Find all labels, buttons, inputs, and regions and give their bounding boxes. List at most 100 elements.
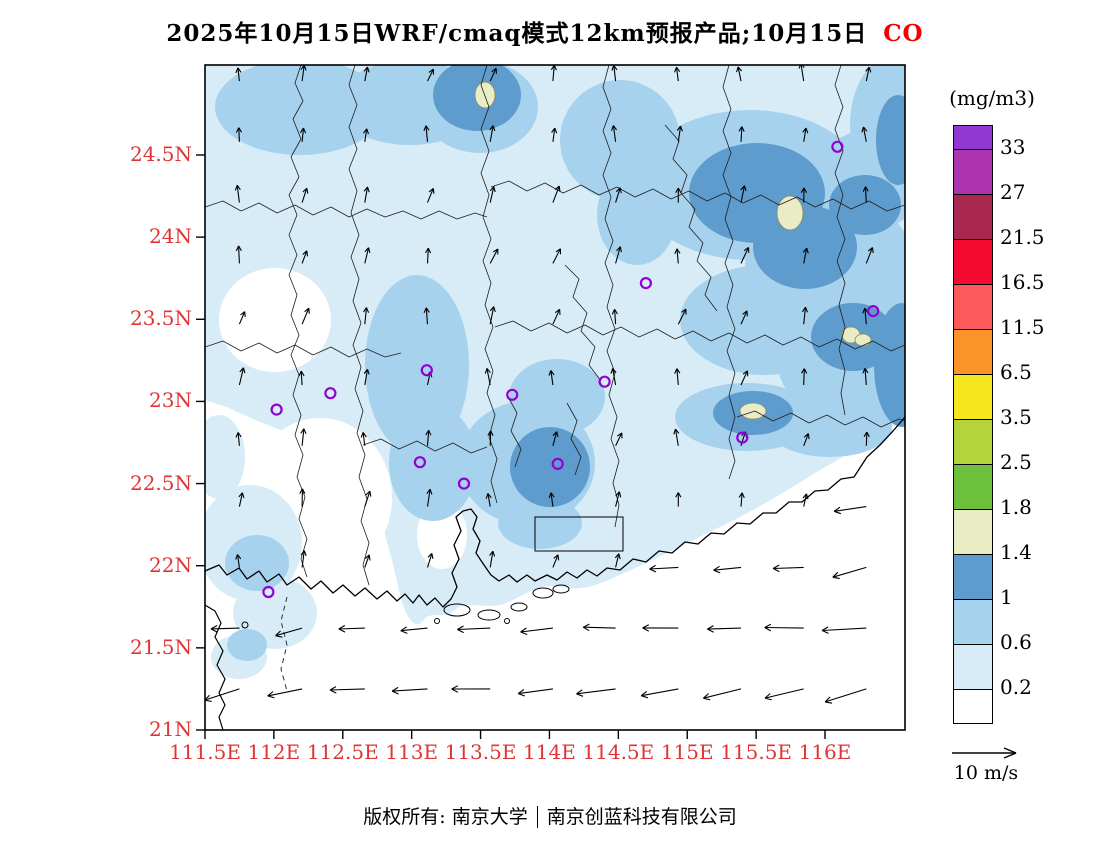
coastline-southwest: [205, 604, 226, 730]
wind-arrow: [363, 307, 370, 325]
wind-arrow: [865, 247, 874, 264]
lat-label: 21N: [149, 717, 192, 741]
wind-arrow: [738, 126, 745, 142]
wind-arrow: [363, 186, 370, 203]
city-marker: [324, 387, 337, 400]
colorbar-segment: [954, 464, 992, 509]
colorbar-segment: [954, 644, 992, 689]
colorbar-value-label: 6.5: [1000, 360, 1032, 384]
lon-label: 112E: [247, 740, 301, 764]
coastline: [205, 416, 905, 608]
wind-arrow: [426, 488, 433, 507]
lon-label: 113.5E: [444, 740, 517, 764]
wind-arrow: [234, 184, 241, 203]
wind-arrow: [640, 688, 679, 699]
wind-arrow: [821, 626, 867, 634]
colorbar-value-label: 1: [1000, 585, 1013, 609]
wind-arrow: [210, 625, 240, 633]
wind-arrow: [802, 493, 809, 507]
wind-arrow: [772, 564, 804, 573]
lat-label: 22N: [149, 552, 192, 577]
colorbar-segment: [954, 509, 992, 554]
colorbar-segment: [954, 239, 992, 284]
wind-arrow: [673, 66, 681, 82]
lat-label: 24.5N: [129, 141, 192, 166]
wind-arrow: [674, 368, 681, 386]
lon-label: 111.5E: [169, 740, 241, 764]
copyright-footer: 版权所有: 南京大学 南京创蓝科技有限公司: [0, 802, 1100, 829]
lon-label: 113E: [385, 740, 439, 764]
wind-arrow: [235, 432, 242, 446]
wind-arrow: [707, 625, 742, 633]
wind-arrow: [423, 307, 430, 325]
wind-arrow: [738, 492, 745, 507]
wind-arrow: [517, 688, 553, 697]
lon-label: 116E: [798, 740, 852, 764]
wind-arrow: [426, 553, 434, 568]
wind-arrow: [362, 128, 370, 142]
dashed-boundary: [280, 596, 288, 692]
wind-arrow: [552, 431, 559, 446]
wind-arrow: [489, 306, 496, 325]
wind-arrow: [360, 432, 367, 446]
colorbar-segment: [954, 689, 992, 723]
wind-arrow: [550, 65, 557, 82]
wind-arrow: [673, 428, 680, 446]
colorbar-segment: [954, 599, 992, 644]
wind-arrow: [451, 685, 491, 693]
lon-label: 115E: [660, 740, 714, 764]
wind-arrow: [238, 492, 245, 507]
lat-label: 24N: [149, 224, 192, 249]
wind-arrow: [489, 125, 496, 142]
map-border: [204, 64, 906, 731]
city-marker: [506, 388, 519, 401]
wind-arrow: [802, 247, 809, 264]
wind-arrow: [677, 308, 687, 325]
wind-arrow: [576, 688, 616, 697]
colorbar-value-label: 33: [1000, 135, 1026, 159]
city-marker: [420, 364, 433, 377]
wind-arrow: [582, 623, 616, 632]
wind-arrow: [803, 433, 810, 446]
wind-arrow: [713, 565, 742, 574]
colorbar-value-label: 16.5: [1000, 270, 1045, 294]
wind-arrow: [736, 66, 743, 82]
page-title: 2025年10月15日WRF/cmaq模式12km预报产品;10月15日 CO: [0, 14, 1090, 48]
wind-arrow: [300, 428, 307, 446]
wind-arrow: [275, 627, 303, 638]
wind-arrow: [833, 506, 867, 515]
colorbar-value-label: 21.5: [1000, 225, 1045, 249]
colorbar-units: (mg/m3): [949, 86, 1035, 110]
city-marker: [831, 140, 844, 153]
wind-arrow: [675, 492, 682, 507]
colorbar-value-label: 1.8: [1000, 495, 1032, 519]
wind-arrow: [863, 431, 870, 446]
footer-right: 南京创蓝科技有限公司: [546, 806, 737, 828]
wind-arrow: [614, 553, 621, 568]
wind-arrow: [740, 185, 747, 203]
wind-arrow: [674, 248, 681, 264]
wind-arrow: [552, 554, 560, 568]
wind-speed-label: 10 m/s: [953, 762, 1019, 784]
wind-arrow: [400, 626, 428, 634]
colorbar-value-label: 1.4: [1000, 540, 1032, 564]
wind-arrow: [235, 127, 243, 142]
colorbar-segment: [954, 554, 992, 599]
lon-label: 112.5E: [306, 740, 379, 764]
wind-arrow: [615, 491, 622, 507]
wind-arrow: [457, 625, 491, 634]
title-text: 2025年10月15日WRF/cmaq模式12km预报产品;10月15日: [166, 20, 868, 47]
wind-arrow: [364, 247, 371, 264]
colorbar-segment: [954, 374, 992, 419]
colorbar-segment: [954, 194, 992, 239]
wind-arrow: [610, 368, 617, 386]
wind-arrow: [235, 67, 242, 82]
wind-arrow: [552, 308, 561, 325]
wind-arrow: [764, 688, 804, 701]
wind-arrow: [363, 368, 370, 386]
wind-arrow: [301, 307, 310, 325]
region-box: [534, 516, 624, 552]
wind-arrow: [802, 127, 809, 142]
wind-arrow: [740, 310, 748, 325]
